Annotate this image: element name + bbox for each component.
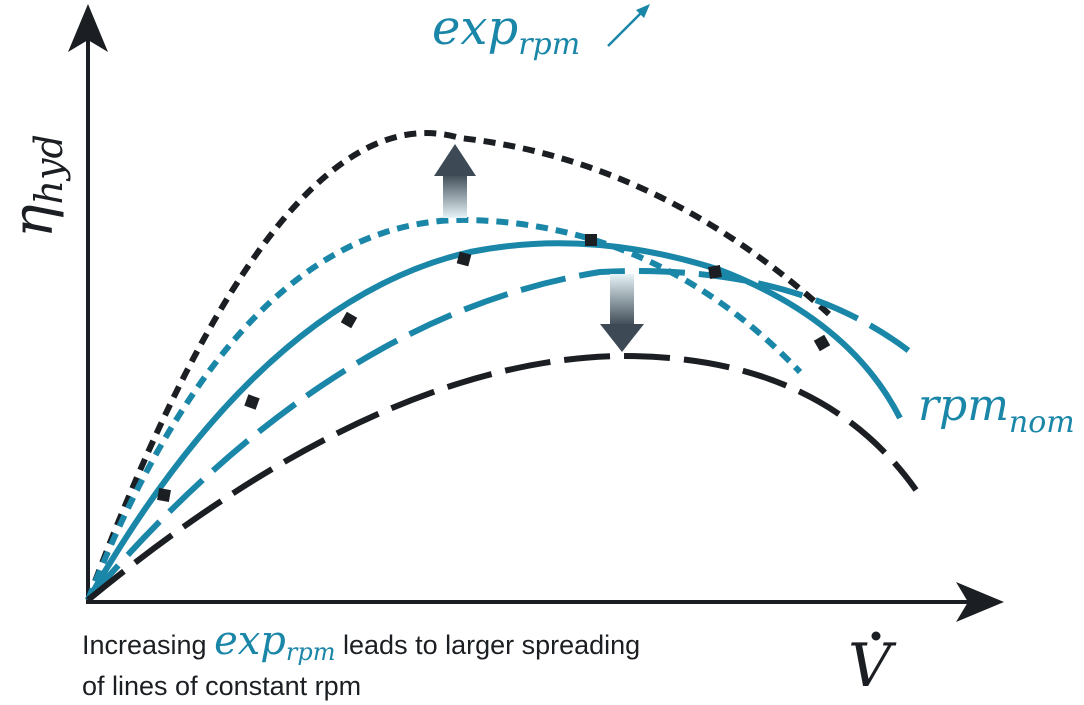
marker (244, 394, 260, 410)
curve-teal-dotted (85, 216, 803, 602)
caption-math-main: exp (214, 618, 286, 664)
svg-text:V: V (848, 631, 897, 701)
marker (708, 265, 722, 279)
curve-dark-dotted-upper (85, 130, 833, 602)
svg-text:rpmnom: rpmnom (918, 380, 1075, 440)
caption-exp-rpm: exprpm (214, 618, 336, 666)
y-axis-arrowhead (68, 4, 108, 52)
down-arrow-icon (600, 274, 644, 352)
y-axis-label: ηhyd (1, 134, 71, 238)
svg-text:exprpm: exprpm (432, 0, 580, 62)
caption-math-sub: rpm (285, 638, 336, 666)
marker (456, 251, 472, 267)
exp-rpm-label: exprpm (432, 0, 580, 62)
svg-text:ηhyd: ηhyd (1, 134, 71, 238)
curves (85, 130, 920, 603)
curve-teal-dashed (85, 268, 920, 602)
caption-text-before: Increasing (82, 630, 215, 660)
caption: Increasing exprpm leads to larger spread… (82, 621, 842, 705)
operating-point-markers (157, 234, 831, 502)
marker (585, 234, 597, 246)
x-axis-arrowhead (956, 582, 1004, 622)
rpm-nom-label: rpmnom (918, 380, 1075, 440)
marker (813, 334, 831, 352)
caption-line2: of lines of constant rpm (82, 671, 362, 701)
diagonal-arrow-icon (607, 4, 650, 47)
marker (157, 488, 171, 502)
axes (68, 4, 1004, 622)
curve-teal-solid-rpm-nom (85, 240, 903, 602)
caption-text-after: leads to larger spreading (335, 630, 641, 660)
curve-dark-dashed-lower (86, 352, 919, 603)
x-axis-label: V (848, 631, 897, 701)
up-arrow-icon (434, 144, 476, 218)
marker (340, 311, 358, 329)
